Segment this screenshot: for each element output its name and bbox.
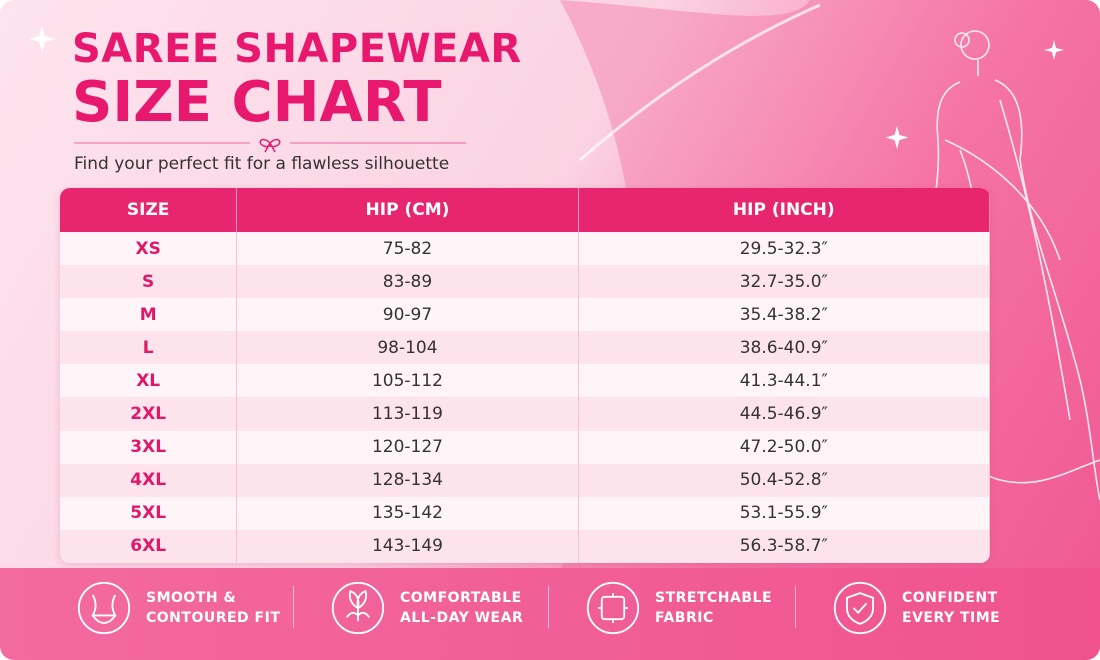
separator [293,586,294,628]
title: SAREE SHAPEWEAR [72,26,522,72]
column-header: HIP (INCH) [578,188,990,232]
feature-text: SMOOTH & CONTOURED FIT [146,588,280,628]
table-row: 3XL 120-127 47.2-50.0″ [60,430,990,464]
table-cell: XL [60,364,238,398]
table-row: M 90-97 35.4-38.2″ [60,298,990,332]
feature-line: FABRIC [655,610,714,626]
table-cell: 75-82 [236,232,579,266]
table-cell: S [60,265,238,299]
features: SMOOTH & CONTOURED FIT COMFORTABLE ALL-DAY … [0,568,1100,660]
title: SIZE CHART [72,70,442,135]
table-cell: 113-119 [236,397,579,431]
feature: COMFORTABLE ALL-DAY WEAR [330,578,523,638]
subtitle: Find your perfect fit for a flawless sil… [74,154,450,174]
table-row: L 98-104 38.6-40.9″ [60,331,990,365]
feature-line: SMOOTH & [146,590,237,606]
table-row: 6XL 143-149 56.3-58.7″ [60,529,990,563]
column-header: SIZE [60,188,238,232]
table-cell: 53.1-55.9″ [578,496,990,530]
table-row: XS 75-82 29.5-32.3″ [60,232,990,266]
feature-text: CONFIDENT EVERY TIME [902,588,1000,628]
feature-icon [77,581,131,635]
table-cell: 47.2-50.0″ [578,430,990,464]
separator [795,586,796,628]
table-row: S 83-89 32.7-35.0″ [60,265,990,299]
table-cell: 143-149 [236,529,579,563]
size-table: SIZE HIP (CM) HIP (INCH) XS 75-82 29.5-32.3″ S… [60,188,990,563]
table-row: XL 105-112 41.3-44.1″ [60,364,990,398]
feature-line: CONTOURED FIT [146,610,281,626]
column-header: HIP (CM) [236,188,579,232]
feature-line: STRETCHABLE [655,590,773,606]
feature-line: ALL-DAY WEAR [400,610,524,626]
table-cell: M [60,298,238,332]
table-cell: 41.3-44.1″ [578,364,990,398]
table-row: 5XL 135-142 53.1-55.9″ [60,496,990,530]
feature: SMOOTH & CONTOURED FIT [76,578,280,638]
table-row: 2XL 113-119 44.5-46.9″ [60,397,990,431]
table-cell: 29.5-32.3″ [578,232,990,266]
feature-icon [586,581,640,635]
table-cell: 38.6-40.9″ [578,331,990,365]
feature-text: COMFORTABLE ALL-DAY WEAR [400,588,523,628]
table-cell: 98-104 [236,331,579,365]
table-cell: 2XL [60,397,238,431]
table-cell: L [60,331,238,365]
table-cell: 56.3-58.7″ [578,529,990,563]
feature-text: STRETCHABLE FABRIC [655,588,772,628]
table-row: 4XL 128-134 50.4-52.8″ [60,463,990,497]
table-cell: 6XL [60,529,238,563]
table-cell: 105-112 [236,364,579,398]
table-cell: 128-134 [236,463,579,497]
table-cell: 3XL [60,430,238,464]
feature-icon [833,581,887,635]
table-cell: 50.4-52.8″ [578,463,990,497]
table-cell: 120-127 [236,430,579,464]
table-cell: 44.5-46.9″ [578,397,990,431]
table-cell: 135-142 [236,496,579,530]
table-cell: 35.4-38.2″ [578,298,990,332]
feature: CONFIDENT EVERY TIME [832,578,1000,638]
table-cell: XS [60,232,238,266]
table-cell: 32.7-35.0″ [578,265,990,299]
feature: STRETCHABLE FABRIC [585,578,772,638]
feature-line: COMFORTABLE [400,590,522,606]
table-cell: 4XL [60,463,238,497]
feature-line: CONFIDENT [902,590,998,606]
feature-line: EVERY TIME [902,610,1001,626]
table-cell: 5XL [60,496,238,530]
table-cell: 83-89 [236,265,579,299]
separator [548,586,549,628]
feature-icon [331,581,385,635]
table-cell: 90-97 [236,298,579,332]
